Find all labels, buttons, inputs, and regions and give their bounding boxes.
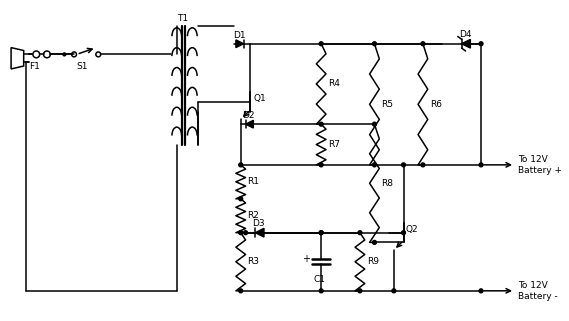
- Circle shape: [239, 163, 242, 167]
- Circle shape: [244, 231, 248, 235]
- Polygon shape: [236, 40, 244, 48]
- Polygon shape: [246, 120, 253, 128]
- Circle shape: [402, 163, 406, 167]
- Circle shape: [421, 42, 425, 46]
- Text: R4: R4: [328, 80, 340, 89]
- Text: Q1: Q1: [253, 94, 266, 103]
- Text: R6: R6: [430, 100, 442, 109]
- Polygon shape: [255, 228, 264, 237]
- Circle shape: [319, 231, 323, 235]
- Text: R7: R7: [328, 140, 340, 149]
- Circle shape: [479, 289, 483, 293]
- Text: To 12V: To 12V: [518, 281, 547, 290]
- Text: Battery -: Battery -: [518, 292, 558, 301]
- Circle shape: [421, 163, 425, 167]
- Text: R9: R9: [366, 257, 379, 266]
- Circle shape: [373, 163, 377, 167]
- Circle shape: [373, 240, 377, 244]
- Text: S1: S1: [76, 63, 88, 72]
- Circle shape: [239, 289, 242, 293]
- Circle shape: [392, 289, 396, 293]
- Text: +: +: [302, 254, 310, 264]
- Text: Q2: Q2: [406, 225, 418, 234]
- Text: C1: C1: [313, 275, 325, 284]
- Circle shape: [239, 197, 242, 201]
- Text: To 12V: To 12V: [518, 154, 547, 163]
- Polygon shape: [461, 39, 471, 48]
- Text: T1: T1: [177, 14, 188, 23]
- Text: D4: D4: [459, 30, 472, 39]
- Text: R3: R3: [248, 257, 259, 266]
- Circle shape: [358, 231, 362, 235]
- Text: F1: F1: [29, 63, 40, 72]
- Circle shape: [479, 42, 483, 46]
- Circle shape: [373, 122, 377, 126]
- Text: D1: D1: [233, 30, 246, 39]
- Circle shape: [319, 289, 323, 293]
- Circle shape: [319, 231, 323, 235]
- Text: D2: D2: [242, 111, 255, 120]
- Circle shape: [239, 231, 242, 235]
- Circle shape: [319, 122, 323, 126]
- Text: R8: R8: [381, 179, 393, 188]
- Circle shape: [319, 163, 323, 167]
- Circle shape: [402, 231, 406, 235]
- Text: R1: R1: [248, 177, 259, 186]
- Circle shape: [373, 42, 377, 46]
- Text: R5: R5: [381, 100, 393, 109]
- Circle shape: [63, 53, 66, 56]
- Circle shape: [479, 163, 483, 167]
- Text: R2: R2: [248, 211, 259, 220]
- Circle shape: [319, 42, 323, 46]
- Text: Battery +: Battery +: [518, 166, 562, 175]
- Circle shape: [358, 289, 362, 293]
- Text: D3: D3: [252, 220, 265, 229]
